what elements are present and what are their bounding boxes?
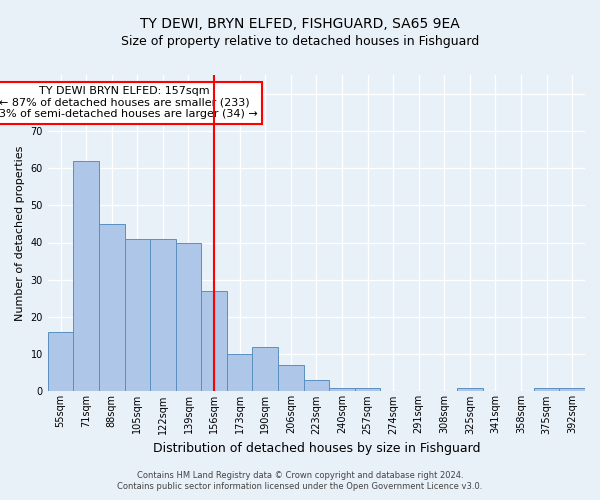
Bar xyxy=(329,388,355,392)
Text: Size of property relative to detached houses in Fishguard: Size of property relative to detached ho… xyxy=(121,35,479,48)
Bar xyxy=(253,346,278,392)
Bar xyxy=(355,388,380,392)
Y-axis label: Number of detached properties: Number of detached properties xyxy=(15,146,25,321)
Bar xyxy=(227,354,253,392)
Text: Contains HM Land Registry data © Crown copyright and database right 2024.: Contains HM Land Registry data © Crown c… xyxy=(137,471,463,480)
Bar xyxy=(176,242,201,392)
Bar xyxy=(534,388,559,392)
Bar xyxy=(48,332,73,392)
Bar xyxy=(278,366,304,392)
Bar xyxy=(201,291,227,392)
Text: TY DEWI, BRYN ELFED, FISHGUARD, SA65 9EA: TY DEWI, BRYN ELFED, FISHGUARD, SA65 9EA xyxy=(140,18,460,32)
Text: Contains public sector information licensed under the Open Government Licence v3: Contains public sector information licen… xyxy=(118,482,482,491)
X-axis label: Distribution of detached houses by size in Fishguard: Distribution of detached houses by size … xyxy=(152,442,480,455)
Bar xyxy=(150,239,176,392)
Text: TY DEWI BRYN ELFED: 157sqm
← 87% of detached houses are smaller (233)
13% of sem: TY DEWI BRYN ELFED: 157sqm ← 87% of deta… xyxy=(0,86,257,120)
Bar xyxy=(559,388,585,392)
Bar xyxy=(304,380,329,392)
Bar xyxy=(73,160,99,392)
Bar xyxy=(99,224,125,392)
Bar xyxy=(125,239,150,392)
Bar xyxy=(457,388,482,392)
